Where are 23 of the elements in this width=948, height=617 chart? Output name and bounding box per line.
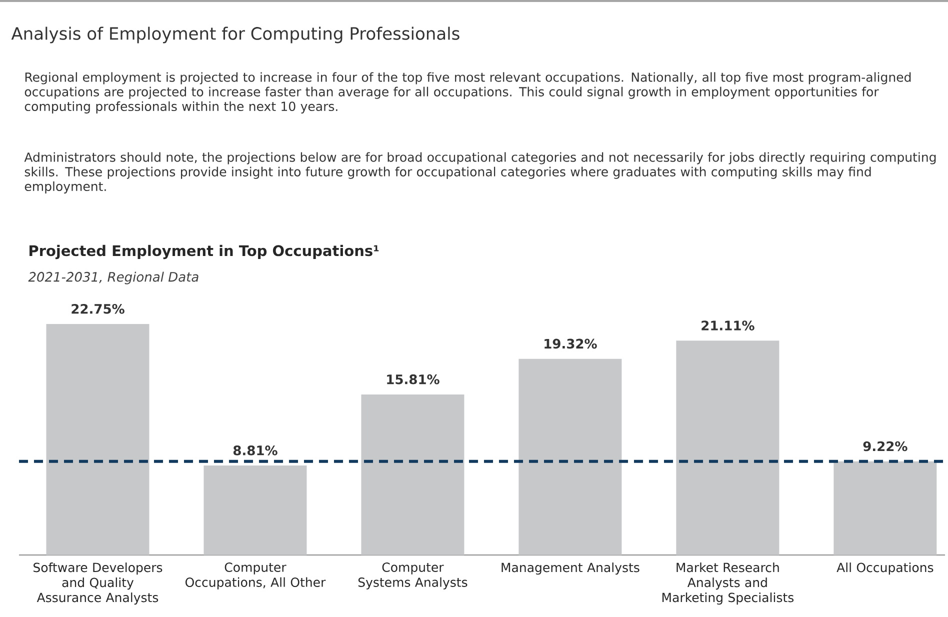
bar	[46, 324, 150, 555]
x-tick-label: Computer Occupations, All Other	[186, 562, 326, 590]
text: Administrators should note, the projections below are for broad occupational categories and not necessarily for jobs directly requiring computing skills. These projections provide insight into future growth for occupational categories where graduates with computing skills may find employment.	[24, 152, 936, 194]
text: Regional employment is projected to increase in four of the top five most relevant occupations. Nationally, all top five most program-aligned occupations are projected to increase faster than average for all occupations. This could signal growth in employment opportunities for computing professionals within the next 10 years.	[24, 72, 911, 114]
data-label: 21.11%	[702, 320, 754, 330]
data-label: 15.81%	[387, 374, 440, 384]
bar	[834, 461, 937, 555]
data-label: 8.81%	[233, 446, 278, 456]
x-tick-label: Market Research Analysts and Marketing Specialists	[662, 562, 794, 605]
bar	[676, 340, 780, 555]
x-tick-label: Software Developers and Quality Assurance Analysts	[34, 562, 162, 605]
x-tick-label: Management Analysts	[502, 562, 640, 575]
bar	[204, 466, 307, 555]
data-label: 9.22%	[863, 441, 908, 452]
chart-title: Projected Employment in Top Occupations¹	[30, 244, 379, 260]
data-label: 19.32%	[544, 338, 597, 349]
x-tick-label: All Occupations	[836, 562, 934, 575]
chart-subtitle: 2021-2031, Regional Data	[28, 272, 198, 284]
x-tick-label: Computer Systems Analysts	[358, 562, 468, 590]
text: Analysis of Employment for Computing Professionals	[11, 26, 460, 44]
bar	[361, 394, 464, 555]
data-label: 22.75%	[72, 304, 124, 314]
bar	[518, 358, 622, 555]
